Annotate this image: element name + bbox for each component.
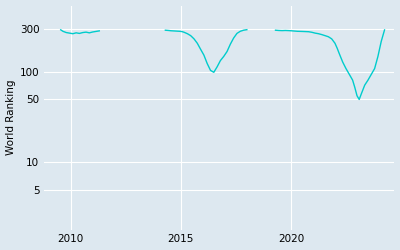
Y-axis label: World Ranking: World Ranking [6, 80, 16, 155]
